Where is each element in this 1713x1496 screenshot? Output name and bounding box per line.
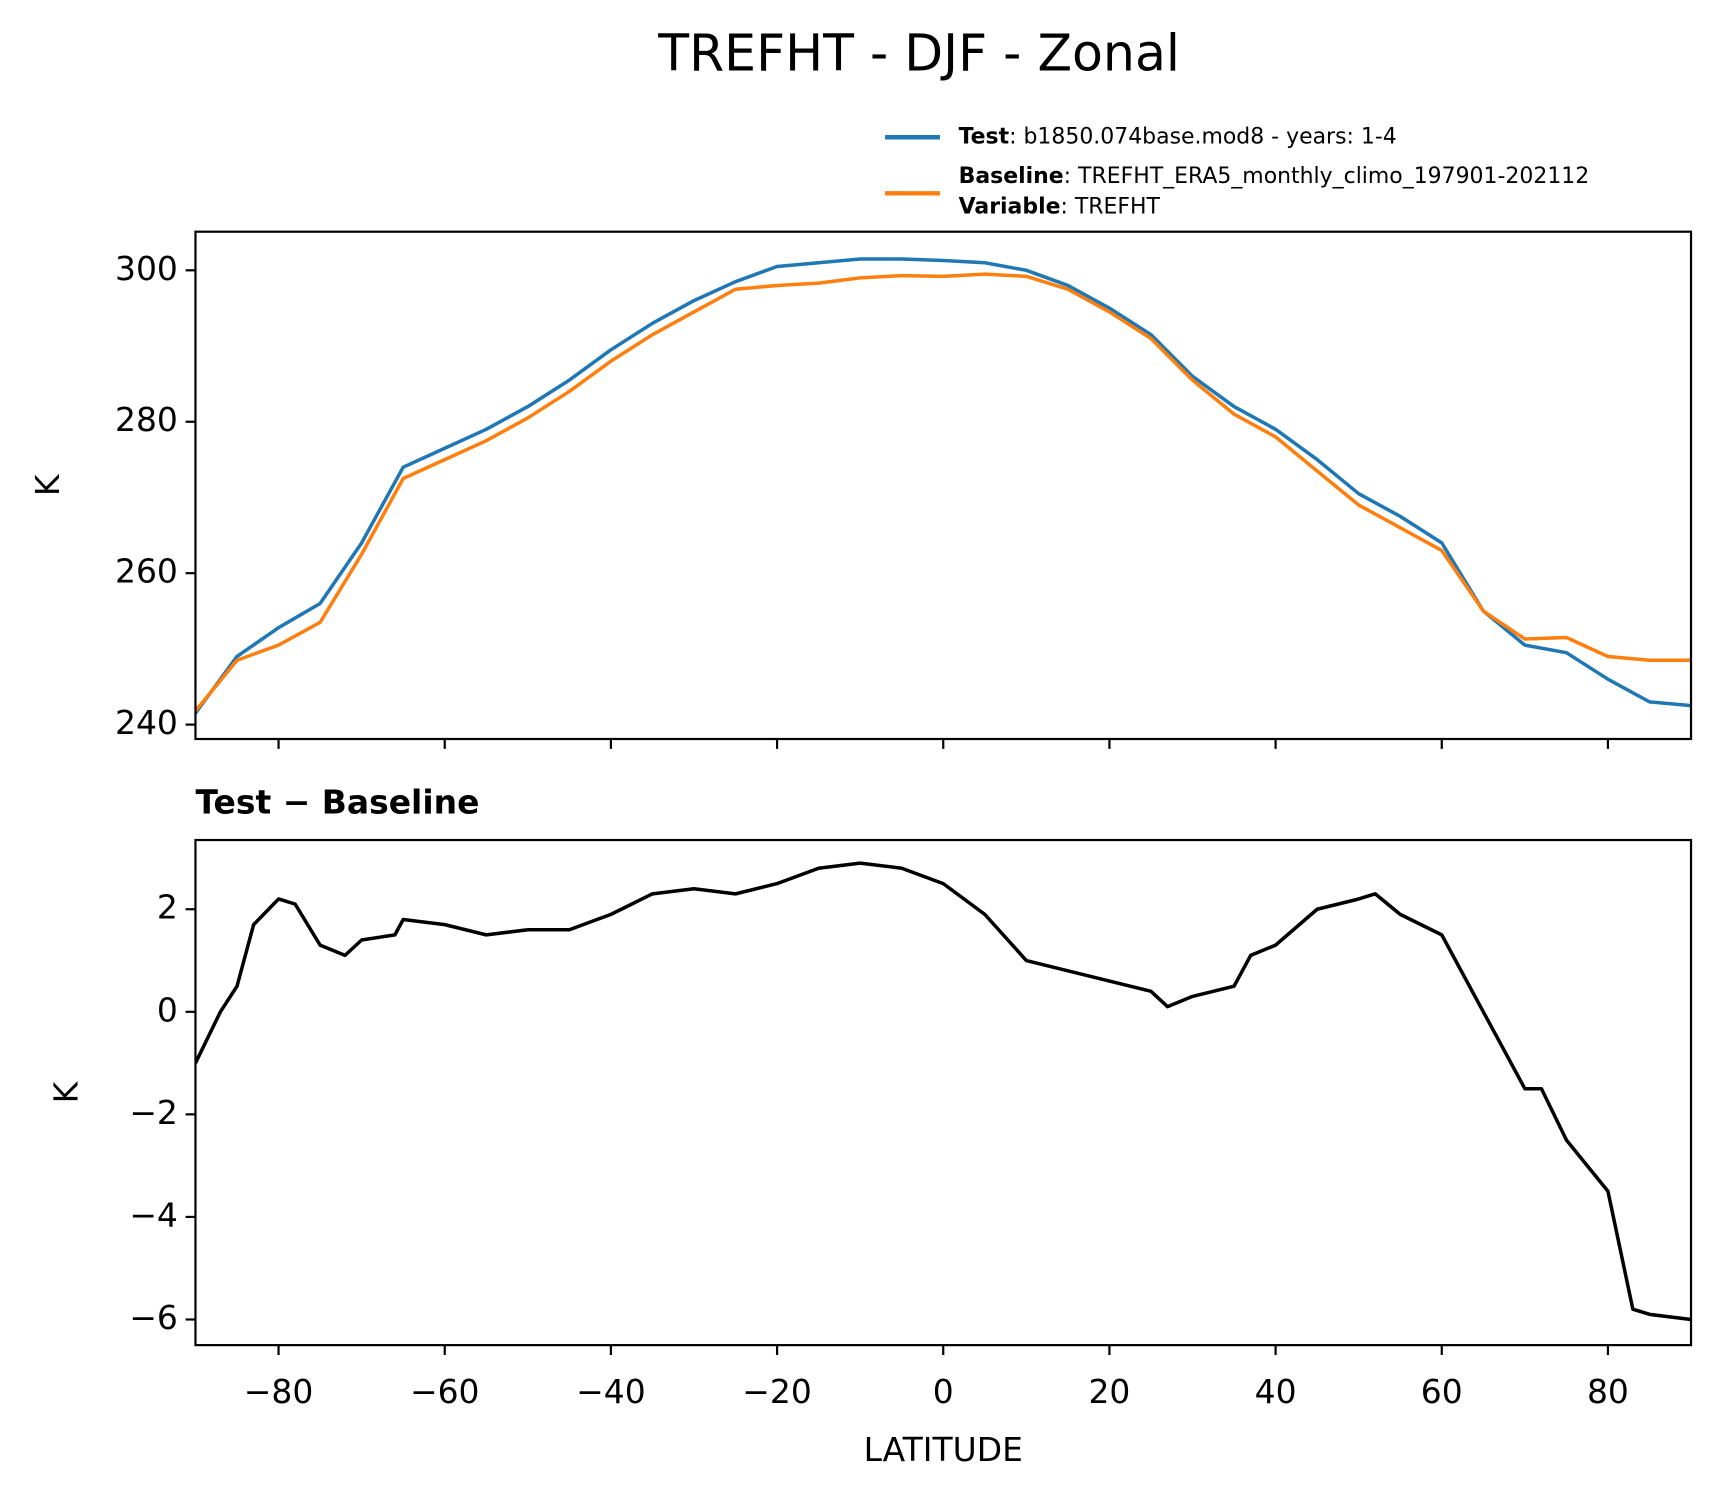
y-tick-label: −6 — [129, 1298, 178, 1337]
y-tick-label: 240 — [115, 703, 178, 742]
legend-description: : TREFHT — [1061, 195, 1161, 220]
legend-entry: Variable: TREFHT — [959, 195, 1161, 220]
y-tick-label: −4 — [129, 1195, 178, 1234]
legend-description: : TREFHT_ERA5_monthly_climo_197901-20211… — [1064, 164, 1590, 189]
data-line — [195, 257, 1692, 715]
x-tick-label: 20 — [1088, 1372, 1130, 1411]
x-tick-label: −80 — [244, 1372, 314, 1411]
legend-entry: Test: b1850.074base.mod8 - years: 1-4 — [959, 124, 1397, 149]
legend-name: Test — [959, 124, 1010, 149]
x-axis-label: LATITUDE — [864, 1430, 1023, 1469]
legend-description: : b1850.074base.mod8 - years: 1-4 — [1009, 124, 1397, 149]
y-tick-label: 0 — [157, 990, 178, 1029]
y-axis-label: K — [47, 1080, 86, 1103]
x-tick-label: 80 — [1587, 1372, 1629, 1411]
y-tick-label: 2 — [157, 888, 178, 927]
y-tick-label: 280 — [115, 400, 178, 439]
plot-area — [195, 861, 1692, 1322]
axes-frame — [194, 838, 1693, 1347]
legend-name: Baseline — [959, 164, 1064, 189]
subtitle: Test − Baseline — [195, 782, 479, 821]
legend-entry: Baseline: TREFHT_ERA5_monthly_climo_1979… — [959, 164, 1590, 189]
legend-name: Variable — [959, 195, 1061, 220]
x-tick-label: 0 — [933, 1372, 954, 1411]
y-tick-label: −2 — [129, 1093, 178, 1132]
axes-frame — [194, 230, 1693, 741]
chart-title: TREFHT - DJF - Zonal — [657, 24, 1180, 83]
y-tick-label: 300 — [115, 249, 178, 288]
plot-area — [195, 257, 1692, 715]
x-tick-label: 60 — [1421, 1372, 1463, 1411]
data-line — [195, 272, 1692, 713]
y-axis-label: K — [28, 473, 67, 496]
x-tick-label: −60 — [410, 1372, 480, 1411]
x-tick-label: 40 — [1255, 1372, 1297, 1411]
x-tick-label: −40 — [576, 1372, 646, 1411]
x-tick-label: −20 — [742, 1372, 812, 1411]
y-tick-label: 260 — [115, 552, 178, 591]
data-line — [195, 861, 1692, 1322]
